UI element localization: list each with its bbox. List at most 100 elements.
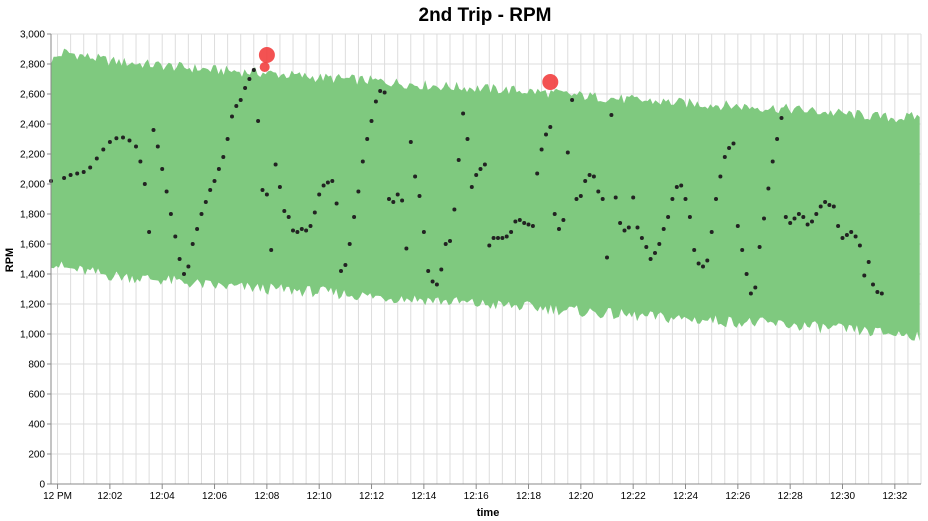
x-tick-label: 12:02 — [97, 491, 122, 502]
rpm-point — [469, 185, 474, 189]
rpm-point — [766, 186, 771, 191]
rpm-point — [683, 197, 688, 201]
x-tick-label: 12:10 — [307, 491, 332, 502]
rpm-point — [526, 222, 531, 227]
rpm-point — [378, 89, 383, 93]
y-tick-label: 1,000 — [20, 330, 45, 341]
rpm-point — [430, 279, 435, 284]
rpm-point — [591, 174, 596, 179]
rpm-point — [805, 222, 810, 227]
rpm-point — [195, 227, 200, 231]
rpm-point — [243, 86, 248, 90]
rpm-point — [648, 257, 653, 261]
rpm-point — [705, 258, 710, 263]
rpm-point — [666, 215, 671, 219]
rpm-point — [343, 263, 348, 267]
axes: 0 200 400 600 800 1,000 1,200 1,400 1,600 1,800 2,… — [20, 30, 921, 502]
rpm-point — [840, 236, 845, 240]
rpm-point — [583, 179, 588, 183]
rpm-point — [282, 209, 287, 213]
rpm-point — [352, 215, 357, 219]
rpm-point — [500, 236, 505, 240]
rpm-point — [653, 251, 657, 255]
rpm-point — [173, 234, 178, 239]
rpm-point — [762, 216, 766, 221]
rpm-point — [134, 144, 138, 149]
rpm-point — [744, 272, 749, 276]
x-tick-label: 12:26 — [725, 491, 750, 502]
y-axis-title: RPM — [4, 248, 16, 272]
rpm-point — [862, 273, 867, 278]
x-tick-label: 12:12 — [359, 491, 384, 502]
rpm-point — [101, 147, 106, 152]
rpm-point — [286, 215, 291, 219]
rpm-point — [687, 215, 692, 219]
rpm-point — [635, 225, 640, 230]
x-tick-label: 12:16 — [464, 491, 489, 502]
rpm-point — [264, 192, 269, 197]
rpm-point — [260, 188, 265, 192]
rpm-point — [578, 194, 583, 198]
rpm-point — [387, 197, 391, 201]
rpm-point — [788, 221, 793, 225]
rpm-point — [539, 147, 544, 152]
rpm-point — [373, 99, 378, 104]
rpm-point — [618, 221, 623, 225]
data-points — [49, 68, 884, 296]
rpm-point — [552, 212, 557, 216]
y-tick-label: 2,000 — [20, 180, 45, 191]
rpm-point — [299, 227, 304, 231]
rpm-point — [748, 291, 753, 296]
rpm-point — [212, 179, 217, 183]
rpm-point — [875, 290, 880, 294]
rpm-point — [155, 144, 160, 149]
rpm-point — [317, 192, 322, 197]
rpm-point — [849, 230, 854, 234]
rpm-point — [238, 98, 243, 102]
rpm-point — [631, 195, 636, 200]
rpm-point — [810, 219, 814, 224]
rpm-point — [814, 212, 819, 216]
rpm-point — [857, 243, 862, 248]
rpm-point — [661, 227, 666, 231]
rpm-point — [496, 236, 500, 240]
y-tick-label: 600 — [28, 390, 45, 401]
x-tick-label: 12 PM — [43, 491, 72, 502]
rpm-point — [404, 246, 409, 251]
rpm-point — [88, 165, 93, 170]
rpm-point — [574, 197, 579, 201]
rpm-point — [827, 203, 832, 207]
rpm-point — [81, 170, 86, 174]
y-tick-label: 1,600 — [20, 240, 45, 251]
rpm-point — [775, 137, 780, 141]
y-tick-label: 2,200 — [20, 150, 45, 161]
rpm-point — [62, 176, 67, 180]
rpm-point — [522, 221, 527, 225]
rpm-point — [801, 215, 806, 219]
rpm-point — [792, 216, 797, 221]
rpm-point — [199, 212, 204, 216]
x-tick-label: 12:22 — [621, 491, 646, 502]
y-tick-label: 0 — [39, 480, 45, 491]
rpm-point — [722, 155, 727, 159]
rpm-point — [334, 201, 339, 206]
rpm-point — [626, 225, 631, 230]
rpm-point — [68, 173, 73, 177]
x-tick-label: 12:06 — [202, 491, 227, 502]
rpm-point — [674, 185, 679, 189]
rpm-point — [783, 215, 788, 219]
rpm-point — [513, 219, 518, 224]
y-tick-label: 1,400 — [20, 270, 45, 281]
y-tick-label: 1,800 — [20, 210, 45, 221]
rpm-point — [461, 111, 466, 116]
rpm-point — [609, 113, 614, 117]
rpm-point — [487, 243, 492, 248]
rpm-point — [225, 137, 230, 141]
rpm-point — [701, 264, 705, 269]
rpm-point — [679, 183, 684, 188]
y-tick-label: 200 — [28, 450, 45, 461]
rpm-point — [696, 261, 701, 266]
x-tick-label: 12:14 — [411, 491, 436, 502]
